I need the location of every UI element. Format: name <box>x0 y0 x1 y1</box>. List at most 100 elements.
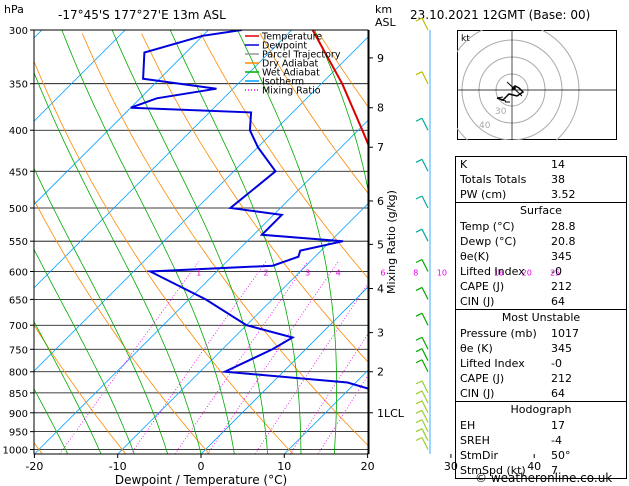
isotherm-line <box>34 30 126 122</box>
location-title: -17°45'S 177°27'E 13m ASL <box>58 8 226 22</box>
isotherm-line <box>34 36 368 372</box>
hodo-param-value: 17 <box>551 419 565 432</box>
wet-adiabat-line <box>169 30 302 454</box>
pressure-tick-label: 550 <box>9 237 28 248</box>
mixing-ratio-label: 1 <box>196 269 201 278</box>
unstable-row: Lifted Index -0 <box>456 356 626 371</box>
km-tick-label: 2 <box>377 366 384 379</box>
k-index-row: K 14 <box>456 157 626 172</box>
pressure-tick-label: 300 <box>9 26 28 37</box>
surface-row: Lifted Index -0 <box>456 264 626 279</box>
legend-label: Wet Adiabat <box>262 68 320 79</box>
unstable-value: 345 <box>551 342 572 355</box>
wind-barb <box>421 380 429 394</box>
mixing-ratio-label: 2 <box>263 269 268 278</box>
pressure-tick-label: 1000 <box>3 445 28 456</box>
hodo-ring-label-30: 30 <box>495 107 507 117</box>
unstable-value: 1017 <box>551 327 579 340</box>
wind-barb-flag <box>415 336 423 341</box>
unstable-row: Pressure (mb) 1017 <box>456 326 626 341</box>
copyright-footer[interactable]: © weatheronline.co.uk <box>475 471 613 485</box>
surface-label: CAPE (J) <box>460 280 505 293</box>
wind-barb <box>421 428 429 441</box>
surface-value: 64 <box>551 295 565 308</box>
pressure-tick-label: 800 <box>9 368 28 379</box>
k-index-value: 14 <box>551 158 565 171</box>
mixing-ratio-line <box>174 261 308 454</box>
surface-label: CIN (J) <box>460 295 495 308</box>
surface-row: CAPE (J) 212 <box>456 279 626 294</box>
wind-barb <box>421 400 429 414</box>
unstable-value: 212 <box>551 372 572 385</box>
x-tick-label: 20 <box>361 460 375 473</box>
wind-barb-flag <box>415 380 423 385</box>
unstable-value: -0 <box>551 357 562 370</box>
wind-barb <box>421 359 429 373</box>
dry-adiabat-line <box>81 33 368 446</box>
unstable-label: Lifted Index <box>460 357 525 370</box>
wind-barb <box>421 71 429 84</box>
wind-barb-flag <box>415 71 423 76</box>
legend-label: Dewpoint <box>262 41 307 52</box>
mixing-ratio-line <box>254 282 368 454</box>
mixing-ratio-label: 4 <box>336 269 341 278</box>
wind-barb <box>421 336 429 350</box>
surface-value: 20.8 <box>551 235 576 248</box>
hodo-param-row: SREH -4 <box>456 433 626 448</box>
mixing-ratio-line <box>207 261 339 454</box>
hodo-param-row: StmSpd (kt) 7 <box>456 463 626 478</box>
km-tick-label: 4 <box>377 283 384 296</box>
pressure-tick-label: 400 <box>9 126 28 137</box>
hodograph-panel: kt 40 30 <box>457 30 617 140</box>
wind-barb-flag <box>415 348 423 353</box>
x-tick-label: 30 <box>444 460 458 473</box>
mixing-ratio-line <box>317 374 368 454</box>
surface-value: 212 <box>551 280 572 293</box>
totals-value: 38 <box>551 173 565 186</box>
unstable-value: 64 <box>551 387 565 400</box>
mixing-ratio-label: 16 <box>494 269 504 278</box>
hodo-arrow <box>496 96 510 103</box>
wet-adiabat-line <box>34 248 135 454</box>
surface-table: Surface Temp (°C) 28.8 Dewp (°C) 20.8 θe(K… <box>455 202 627 479</box>
legend-label: Parcel Trajectory <box>262 50 341 61</box>
hodograph-params-title: Hodograph <box>510 403 572 416</box>
km-tick-label: 7 <box>377 141 384 154</box>
unstable-label: CAPE (J) <box>460 372 505 385</box>
mixing-ratio-label: 10 <box>437 269 447 278</box>
wind-barb-flag <box>415 312 423 317</box>
wet-adiabat-line <box>34 167 169 454</box>
wind-barb-flag <box>415 419 423 424</box>
isotherm-line <box>284 369 368 454</box>
km-tick-label: 9 <box>377 52 384 65</box>
wind-barb-flag <box>415 400 423 405</box>
pw-label: PW (cm) <box>460 188 507 201</box>
km-tick-label: 3 <box>377 327 384 340</box>
unstable-label: θe (K) <box>460 342 493 355</box>
pw-row: PW (cm) 3.52 <box>456 187 626 202</box>
surface-label: θe(K) <box>460 250 490 263</box>
surface-label: Lifted Index <box>460 265 525 278</box>
isotherm-line <box>200 286 368 454</box>
wet-adiabat-line <box>34 71 202 454</box>
wind-barb <box>421 437 429 450</box>
wind-barb-flag <box>415 228 423 233</box>
wind-barb-flag <box>415 436 423 442</box>
pressure-tick-label: 750 <box>9 345 28 356</box>
mixing-ratio-label: 6 <box>380 269 385 278</box>
wind-barb-flag <box>415 117 423 122</box>
hodo-param-value: 7 <box>551 464 558 477</box>
isotherm-line <box>117 203 368 454</box>
wind-barb <box>421 348 429 361</box>
pressure-tick-label: 950 <box>9 428 28 439</box>
hpa-unit-label: hPa <box>4 3 24 16</box>
k-index-label: K <box>460 158 468 171</box>
km-unit-label: km <box>375 3 393 16</box>
km-tick-label: 8 <box>377 102 384 115</box>
dry-adiabat-line <box>34 60 294 454</box>
mixing-ratio-label: 25 <box>550 269 560 278</box>
wind-barb-flag <box>415 286 423 291</box>
surface-row: Dewp (°C) 20.8 <box>456 234 626 249</box>
hodo-unit: kt <box>461 34 470 44</box>
unstable-label: Pressure (mb) <box>460 327 537 340</box>
